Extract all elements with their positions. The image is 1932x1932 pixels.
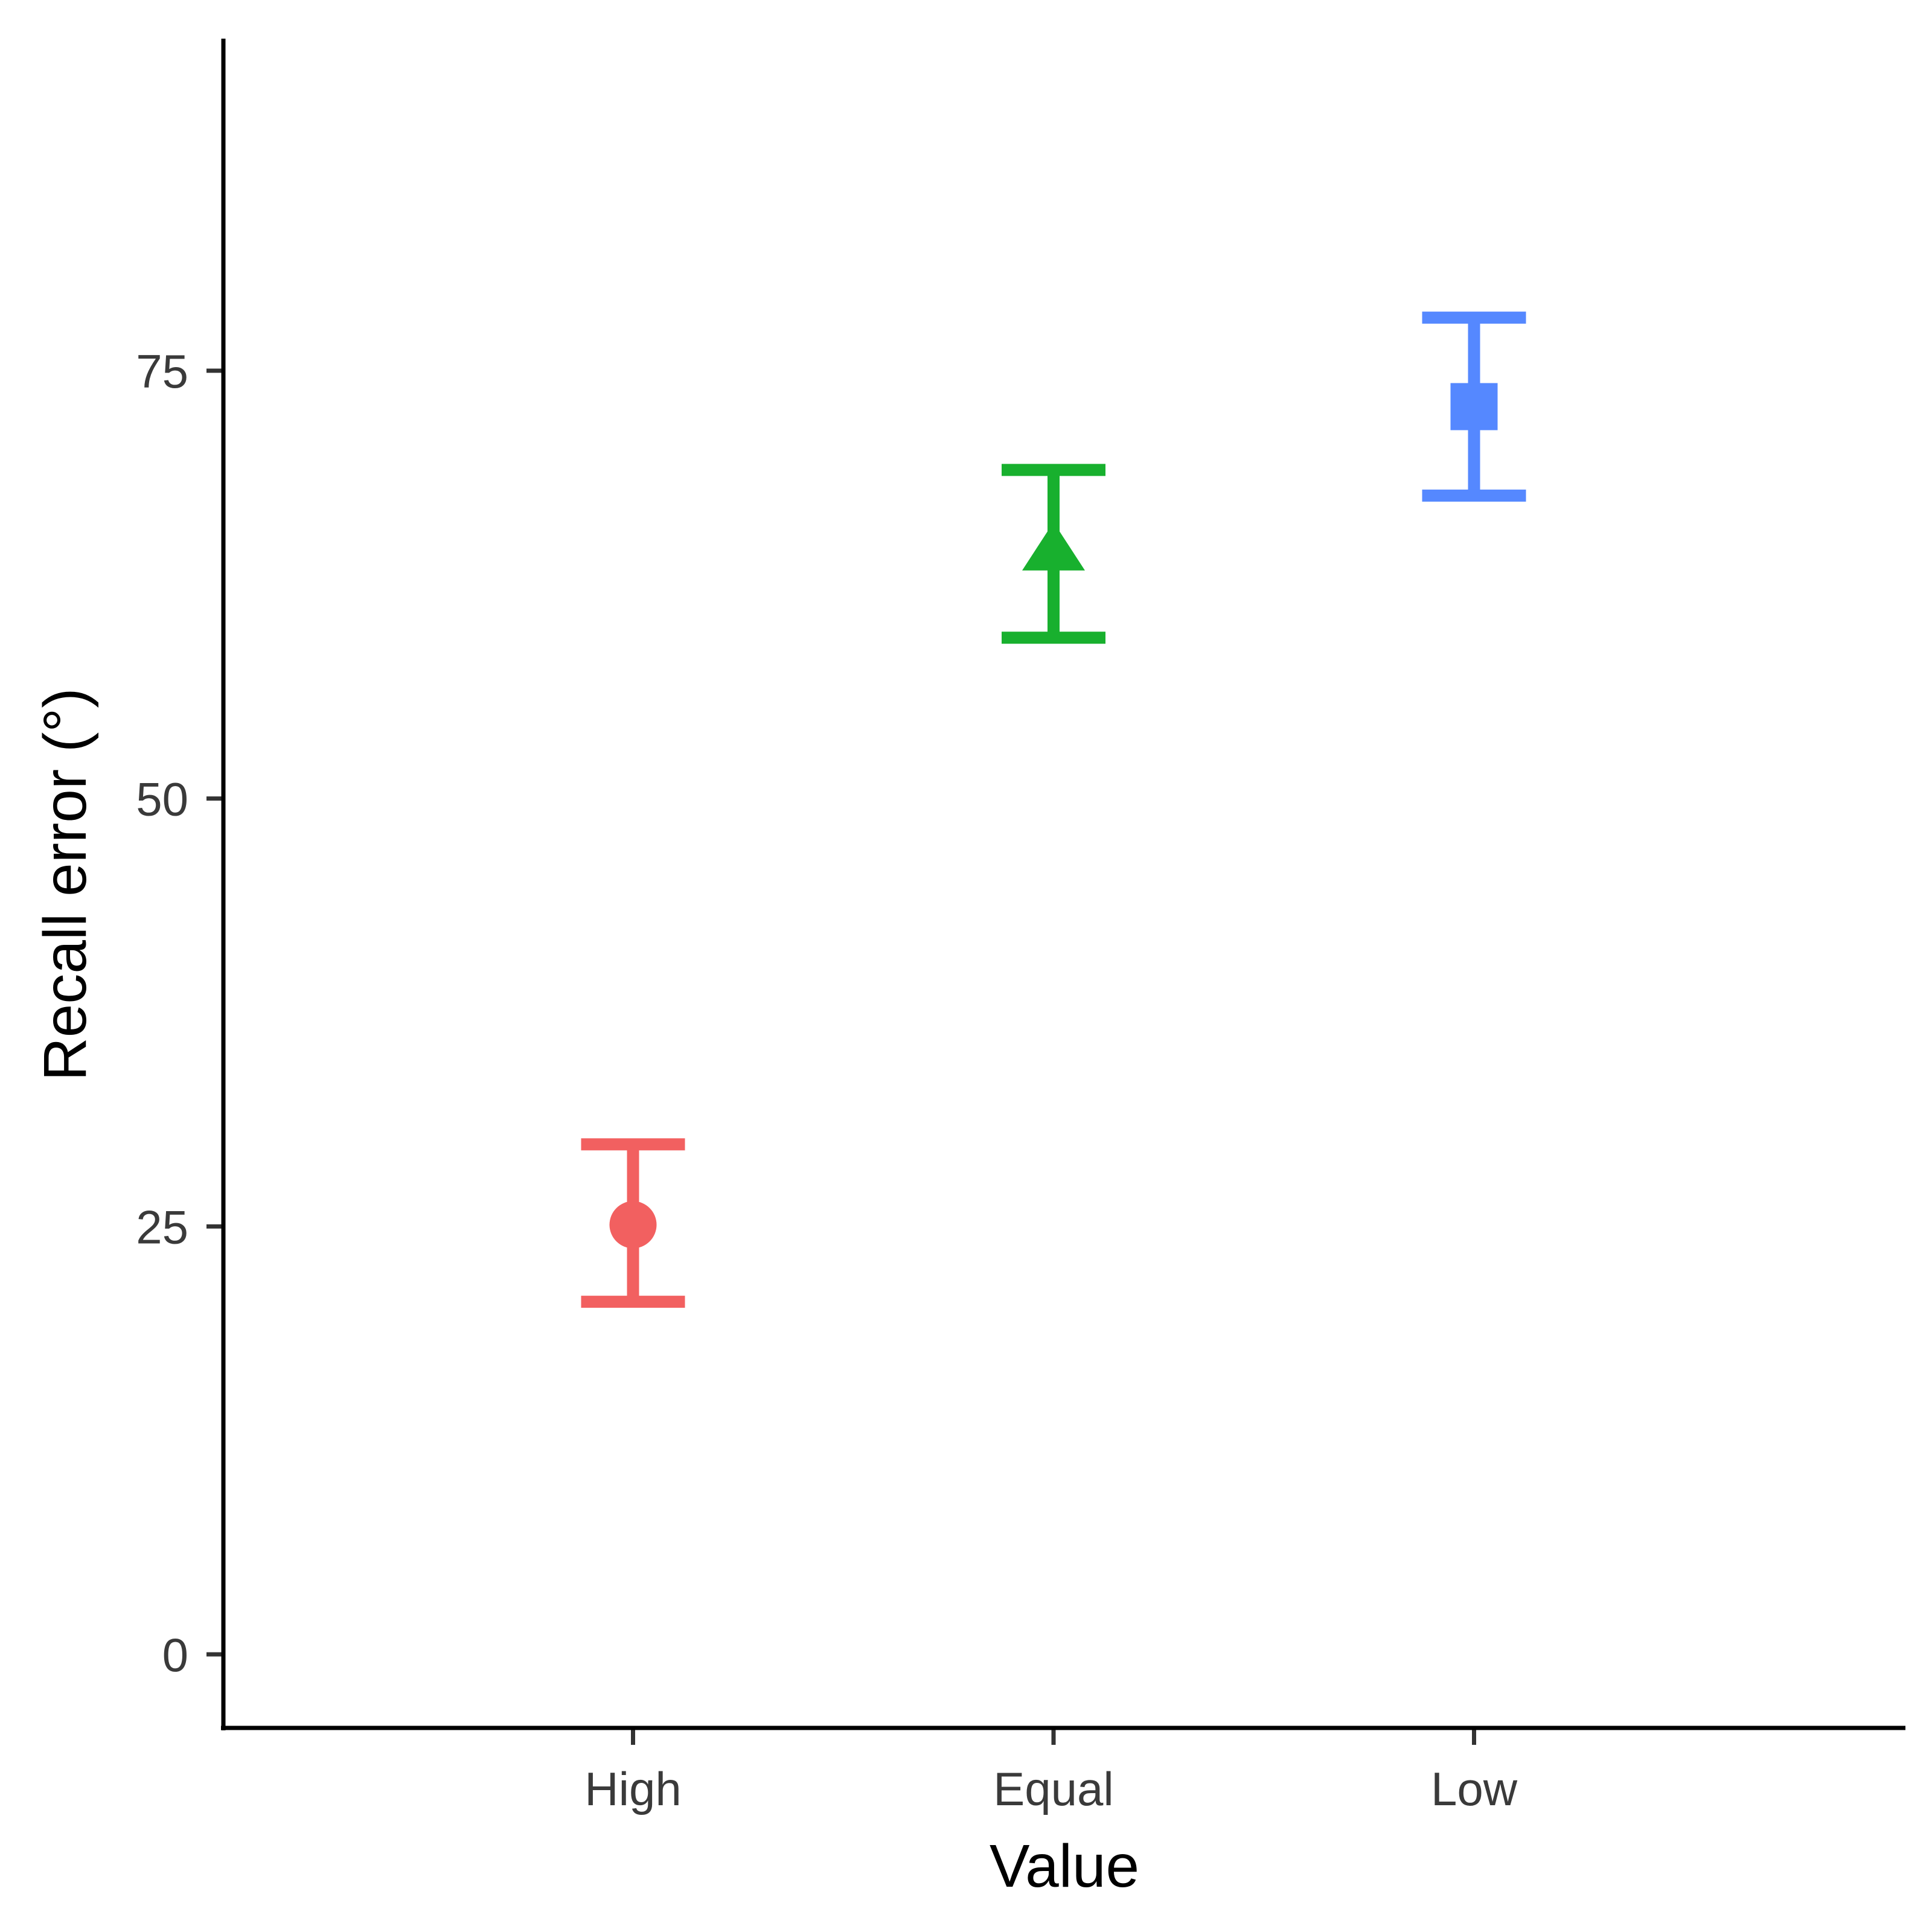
point-marker-triangle xyxy=(1022,522,1085,571)
point-marker-square xyxy=(1450,383,1498,430)
point-marker-circle xyxy=(609,1201,657,1249)
x-tick-label: High xyxy=(584,1762,681,1815)
error-bar-group xyxy=(1422,312,1526,502)
y-tick-label: 25 xyxy=(136,1200,188,1253)
x-axis-ticks: High Equal Low xyxy=(584,1728,1518,1815)
y-axis-ticks: 0 25 50 75 xyxy=(136,345,223,1681)
x-tick-label: Equal xyxy=(993,1762,1114,1815)
y-tick-label: 0 xyxy=(162,1628,188,1681)
data-marks xyxy=(581,312,1526,1308)
y-axis-title: Recall error (°) xyxy=(31,688,99,1081)
y-tick-label: 75 xyxy=(136,345,188,398)
error-bar-group xyxy=(1002,464,1105,644)
x-tick-label: Low xyxy=(1431,1762,1518,1815)
error-bar-group xyxy=(581,1138,685,1308)
x-axis-title: Value xyxy=(990,1832,1139,1900)
y-tick-label: 50 xyxy=(136,773,188,826)
